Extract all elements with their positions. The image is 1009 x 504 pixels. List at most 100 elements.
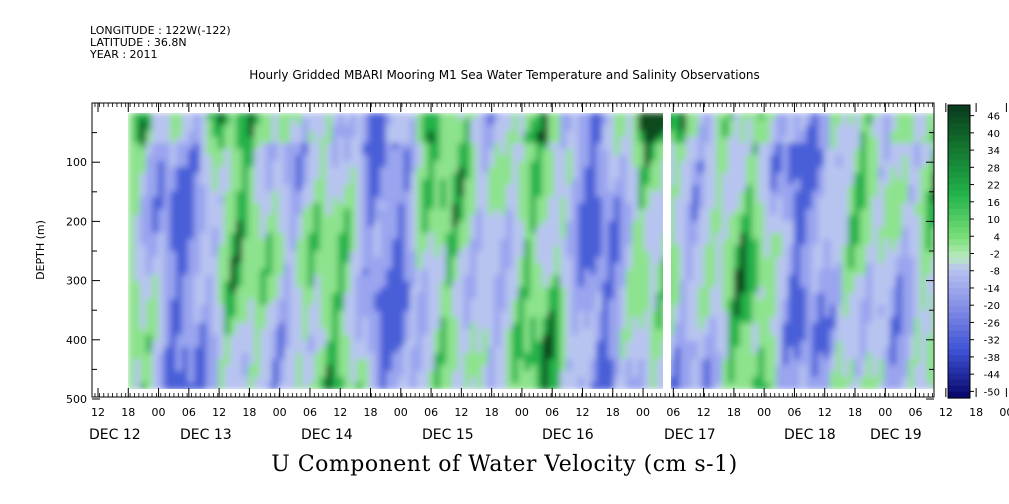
x-date-label: DEC 13 — [180, 427, 232, 443]
colorbar-label: 28 — [987, 163, 1000, 174]
colorbar-swatch — [948, 355, 970, 362]
colorbar-swatch — [948, 196, 970, 204]
x-hour-label: 00 — [394, 406, 408, 419]
colorbar-label: 22 — [987, 181, 1000, 192]
y-tick-label: 500 — [66, 393, 87, 406]
x-hour-label: 00 — [878, 406, 892, 419]
x-hour-label: 18 — [364, 406, 378, 419]
colorbar-swatch — [948, 117, 970, 124]
colorbar-swatch — [948, 330, 970, 338]
colorbar-swatch — [948, 269, 970, 277]
x-hour-label: 06 — [424, 406, 438, 419]
colorbar-swatch — [948, 214, 970, 222]
y-tick-label: 400 — [66, 334, 87, 347]
y-axis-label: DEPTH (m) — [34, 220, 47, 280]
x-date-label: DEC 18 — [784, 427, 836, 443]
colorbar-swatch — [948, 379, 970, 387]
x-hour-label: 00 — [999, 406, 1009, 419]
colorbar-label: 46 — [987, 112, 1000, 123]
chart-title: Hourly Gridded MBARI Mooring M1 Sea Wate… — [249, 68, 760, 82]
x-hour-label: 06 — [909, 406, 923, 419]
colorbar-swatch — [948, 159, 970, 167]
x-hour-label: 12 — [212, 406, 226, 419]
x-hour-label: 00 — [757, 406, 771, 419]
colorbar-swatch — [948, 318, 970, 326]
x-hour-label: 12 — [91, 406, 105, 419]
colorbar-swatch — [948, 391, 970, 399]
colorbar-label: -20 — [984, 301, 1000, 312]
x-hour-label: 18 — [969, 406, 983, 419]
colorbar-swatch — [948, 227, 970, 234]
x-hour-label: 06 — [303, 406, 317, 419]
latitude-label: LATITUDE : 36.8N — [90, 36, 187, 49]
x-hour-label: 12 — [818, 406, 832, 419]
x-date-label: DEC 15 — [422, 427, 474, 443]
x-hour-label: 00 — [273, 406, 287, 419]
colorbar-swatch — [948, 361, 970, 369]
colorbar-label: -2 — [990, 250, 1000, 261]
colorbar-swatch — [948, 349, 970, 356]
x-hour-label: 06 — [666, 406, 680, 419]
colorbar-label: -32 — [984, 336, 1000, 347]
x-hour-label: 00 — [636, 406, 650, 419]
x-hour-label: 12 — [454, 406, 468, 419]
colorbar-swatch — [948, 324, 970, 332]
colorbar-label: 4 — [994, 232, 1000, 243]
colorbar-swatch — [948, 336, 970, 344]
colorbar-swatch — [948, 306, 970, 314]
x-hour-label: 18 — [727, 406, 741, 419]
colorbar-label: -44 — [984, 370, 1000, 381]
colorbar-label: 16 — [987, 198, 1000, 209]
x-hour-label: 18 — [242, 406, 256, 419]
colorbar-swatch — [948, 153, 970, 161]
x-hour-label: 00 — [152, 406, 166, 419]
colorbar-swatch — [948, 123, 970, 131]
x-date-label: DEC 17 — [664, 427, 716, 443]
x-date-label: DEC 16 — [542, 427, 594, 443]
colorbar-swatch — [948, 178, 970, 185]
colorbar-swatch — [948, 166, 970, 173]
y-tick-label: 200 — [66, 215, 87, 228]
colorbar-label: 34 — [987, 146, 1000, 157]
colorbar-swatch — [948, 208, 970, 216]
colorbar-swatch — [948, 385, 970, 393]
data-gap — [663, 113, 671, 389]
colorbar-swatch — [948, 172, 970, 179]
x-hour-label: 18 — [606, 406, 620, 419]
x-date-label: DEC 14 — [301, 427, 353, 443]
colorbar-swatch — [948, 141, 970, 149]
colorbar-label: -38 — [984, 353, 1000, 364]
colorbar-swatch — [948, 367, 970, 375]
colorbar-swatch — [948, 233, 970, 240]
colorbar-swatch — [948, 135, 970, 143]
x-date-label: DEC 19 — [870, 427, 922, 443]
colorbar-swatch — [948, 257, 970, 265]
y-tick-label: 100 — [66, 156, 87, 169]
colorbar: 46 40 34 28 22 16 10 4 -2 -8 -14 -20 -26 -32 -38 -44 -50 — [947, 104, 1000, 399]
bottom-title: U Component of Water Velocity (cm s-1) — [271, 452, 738, 477]
x-hour-label: 00 — [515, 406, 529, 419]
colorbar-label: -14 — [984, 284, 1000, 295]
colorbar-swatch — [948, 288, 970, 295]
x-hour-label: 06 — [545, 406, 559, 419]
colorbar-swatch — [948, 239, 970, 246]
colorbar-label: -50 — [984, 387, 1000, 398]
colorbar-swatch — [948, 343, 970, 350]
x-hour-label: 12 — [939, 406, 953, 419]
x-hour-label: 18 — [121, 406, 135, 419]
colorbar-label: 10 — [987, 215, 1000, 226]
colorbar-swatch — [948, 111, 970, 118]
colorbar-swatch — [948, 300, 970, 308]
x-hour-label: 06 — [182, 406, 196, 419]
colorbar-swatch — [948, 129, 970, 137]
colorbar-swatch — [948, 202, 970, 210]
colorbar-swatch — [948, 263, 970, 271]
x-hour-label: 18 — [485, 406, 499, 419]
colorbar-swatch — [948, 373, 970, 381]
heatmap-field — [128, 113, 934, 389]
colorbar-swatch — [948, 251, 970, 259]
plot-frame — [91, 102, 935, 398]
colorbar-swatch — [948, 275, 970, 283]
x-hour-label: 12 — [697, 406, 711, 419]
